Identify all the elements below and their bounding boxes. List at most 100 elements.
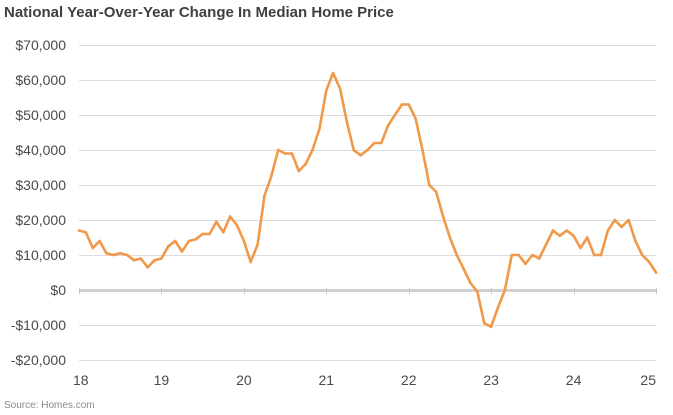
- data-point: [77, 229, 81, 232]
- x-tick-label: 24: [566, 372, 582, 388]
- x-tick-label: 21: [318, 372, 334, 388]
- data-point: [441, 215, 445, 218]
- data-point: [414, 117, 417, 120]
- data-point: [407, 103, 411, 106]
- data-point: [105, 252, 108, 255]
- data-point: [400, 103, 404, 106]
- data-point: [599, 253, 603, 257]
- y-tick-label: $30,000: [15, 177, 66, 193]
- data-point: [228, 215, 232, 218]
- data-point: [455, 253, 459, 257]
- data-point: [125, 253, 129, 257]
- data-point: [476, 290, 479, 294]
- data-point: [551, 229, 555, 232]
- x-tick-label: 23: [483, 372, 499, 388]
- data-point: [311, 148, 314, 152]
- x-axis: 18 19 20 21 22 23 24 25: [73, 288, 657, 388]
- y-tick-label: $0: [50, 282, 66, 298]
- series-layer: [77, 71, 658, 329]
- data-point: [345, 120, 349, 124]
- data-point: [256, 243, 259, 246]
- data-point: [338, 87, 342, 91]
- x-tick-label: 20: [236, 372, 252, 388]
- data-point: [373, 141, 376, 145]
- y-tick-label: $70,000: [15, 37, 66, 53]
- data-point: [558, 234, 562, 238]
- data-point: [270, 175, 273, 178]
- data-point: [276, 148, 280, 152]
- data-point: [654, 271, 658, 274]
- data-point: [634, 239, 637, 243]
- data-point: [180, 250, 184, 253]
- series-line: [77, 71, 658, 329]
- data-point: [627, 218, 630, 222]
- data-point: [242, 239, 246, 243]
- data-point: [448, 236, 452, 239]
- data-point: [428, 183, 431, 187]
- data-point: [84, 231, 88, 234]
- data-point: [572, 234, 575, 238]
- data-point: [640, 253, 644, 257]
- data-point: [235, 224, 239, 227]
- data-point: [510, 253, 514, 257]
- data-point: [153, 259, 156, 262]
- data-point: [613, 218, 617, 222]
- x-tick-label: 19: [154, 372, 170, 388]
- data-point: [201, 232, 204, 236]
- y-tick-label: -$10,000: [11, 317, 66, 333]
- y-tick-label: -$20,000: [11, 352, 66, 368]
- data-point: [98, 239, 101, 243]
- data-point: [544, 243, 548, 246]
- data-point: [366, 148, 369, 152]
- data-point: [592, 253, 596, 257]
- data-point: [194, 238, 198, 241]
- y-axis: $70,000 $60,000 $50,000 $40,000 $30,000 $20,0…: [11, 37, 66, 368]
- data-point: [146, 266, 149, 269]
- data-point: [537, 257, 541, 260]
- data-point: [393, 113, 397, 117]
- data-point: [352, 148, 356, 152]
- data-point: [483, 322, 486, 325]
- y-tick-label: $60,000: [15, 72, 66, 88]
- data-point: [565, 229, 568, 232]
- data-point: [139, 257, 143, 260]
- data-point: [290, 152, 294, 155]
- data-point: [503, 288, 507, 292]
- data-point: [208, 232, 211, 236]
- data-point: [586, 236, 589, 239]
- data-point: [434, 190, 438, 194]
- y-tick-label: $50,000: [15, 107, 66, 123]
- source-note: Source: Homes.com: [4, 400, 95, 411]
- chart-title: National Year-Over-Year Change In Median…: [4, 4, 394, 21]
- data-point: [606, 229, 610, 232]
- data-point: [331, 71, 335, 75]
- y-tick-label: $20,000: [15, 212, 66, 228]
- data-point: [517, 253, 520, 257]
- data-point: [173, 239, 177, 243]
- data-point: [222, 231, 225, 234]
- x-tick-label: 25: [640, 372, 656, 388]
- data-point: [469, 281, 472, 285]
- data-point: [531, 253, 534, 257]
- data-point: [620, 225, 623, 229]
- data-point: [283, 152, 287, 155]
- data-point: [215, 220, 218, 224]
- data-point: [263, 194, 266, 197]
- data-point: [380, 141, 383, 145]
- data-point: [91, 246, 95, 250]
- data-point: [524, 262, 527, 266]
- data-point: [297, 169, 301, 173]
- data-point: [462, 267, 466, 271]
- x-tick-label: 22: [401, 372, 417, 388]
- data-point: [318, 127, 321, 131]
- data-point: [132, 259, 136, 262]
- data-point: [112, 253, 115, 257]
- data-point: [325, 89, 328, 92]
- data-point: [187, 239, 191, 243]
- data-point: [489, 325, 493, 329]
- data-point: [386, 124, 390, 127]
- x-tick-label: 18: [73, 372, 89, 388]
- data-point: [304, 162, 308, 166]
- data-point: [496, 306, 500, 309]
